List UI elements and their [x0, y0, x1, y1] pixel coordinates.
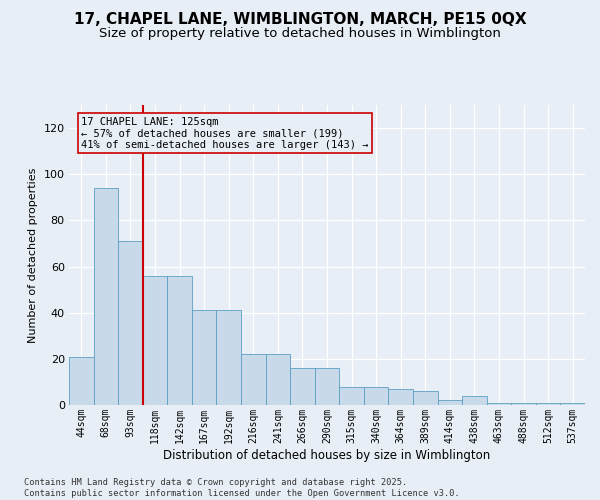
Bar: [94, 188, 118, 405]
Text: Size of property relative to detached houses in Wimblington: Size of property relative to detached ho…: [99, 28, 501, 40]
Bar: [487, 402, 511, 405]
Bar: [560, 402, 585, 405]
Bar: [364, 386, 388, 405]
Bar: [462, 396, 487, 405]
Bar: [511, 402, 536, 405]
Bar: [192, 310, 217, 405]
Bar: [241, 354, 266, 405]
Bar: [339, 386, 364, 405]
Bar: [388, 389, 413, 405]
Text: Contains HM Land Registry data © Crown copyright and database right 2025.
Contai: Contains HM Land Registry data © Crown c…: [24, 478, 460, 498]
Y-axis label: Number of detached properties: Number of detached properties: [28, 168, 38, 342]
Bar: [118, 241, 143, 405]
Bar: [413, 391, 437, 405]
Bar: [266, 354, 290, 405]
Bar: [167, 276, 192, 405]
Text: 17 CHAPEL LANE: 125sqm
← 57% of detached houses are smaller (199)
41% of semi-de: 17 CHAPEL LANE: 125sqm ← 57% of detached…: [81, 116, 369, 150]
Bar: [437, 400, 462, 405]
Text: 17, CHAPEL LANE, WIMBLINGTON, MARCH, PE15 0QX: 17, CHAPEL LANE, WIMBLINGTON, MARCH, PE1…: [74, 12, 526, 28]
Bar: [217, 310, 241, 405]
Bar: [290, 368, 315, 405]
Bar: [143, 276, 167, 405]
Bar: [69, 356, 94, 405]
Bar: [536, 402, 560, 405]
Bar: [315, 368, 339, 405]
X-axis label: Distribution of detached houses by size in Wimblington: Distribution of detached houses by size …: [163, 448, 491, 462]
